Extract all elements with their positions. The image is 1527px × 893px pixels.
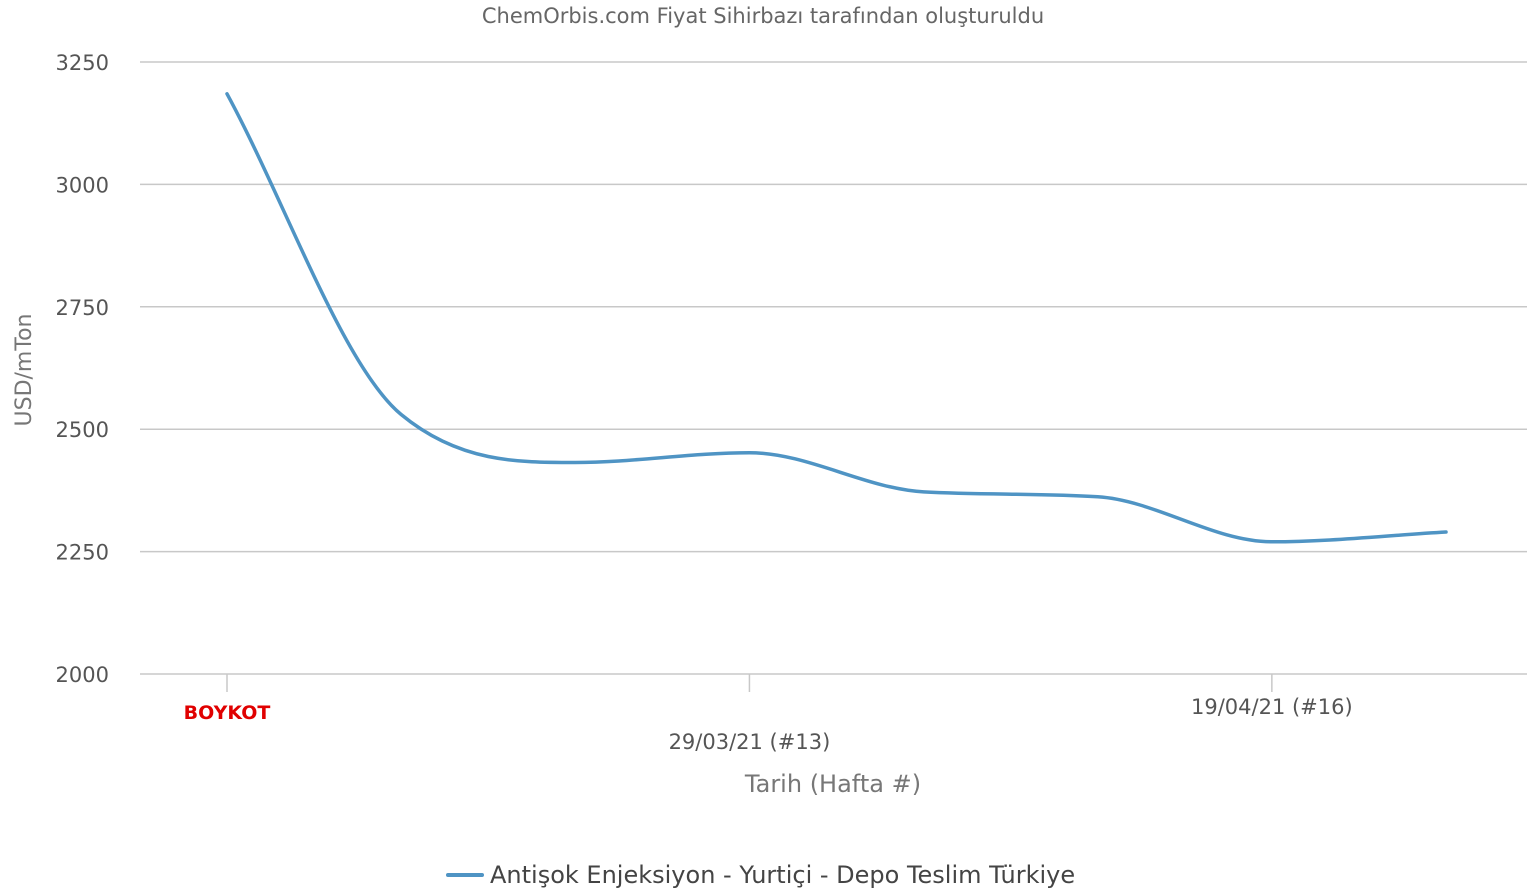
x-tick-label-0: BOYKOT bbox=[184, 702, 271, 724]
y-tick-labels: 2000 2250 2500 2750 3000 3250 bbox=[56, 51, 109, 687]
x-tick-label-2: 19/04/21 (#16) bbox=[1191, 695, 1353, 719]
series-line-0[interactable] bbox=[225, 92, 1448, 544]
y-tick-label-2250: 2250 bbox=[56, 541, 109, 565]
x-tick-labels: BOYKOT 29/03/21 (#13) 19/04/21 (#16) bbox=[184, 674, 1353, 754]
grid-lines bbox=[140, 61, 1527, 675]
y-tick-label-3250: 3250 bbox=[56, 51, 109, 75]
legend[interactable]: Antişok Enjeksiyon - Yurtiçi - Depo Tesl… bbox=[446, 861, 1075, 889]
series-lines bbox=[225, 92, 1448, 544]
chart-subtitle: ChemOrbis.com Fiyat Sihirbazı tarafından… bbox=[482, 4, 1044, 28]
y-tick-label-3000: 3000 bbox=[56, 173, 109, 197]
y-tick-label-2500: 2500 bbox=[56, 418, 109, 442]
y-tick-label-2750: 2750 bbox=[56, 296, 109, 320]
x-axis-title: Tarih (Hafta #) bbox=[744, 770, 921, 798]
y-axis-title: USD/mTon bbox=[12, 314, 37, 427]
legend-label[interactable]: Antişok Enjeksiyon - Yurtiçi - Depo Tesl… bbox=[490, 861, 1075, 889]
y-tick-label-2000: 2000 bbox=[56, 663, 109, 687]
x-tick-label-1: 29/03/21 (#13) bbox=[669, 730, 831, 754]
